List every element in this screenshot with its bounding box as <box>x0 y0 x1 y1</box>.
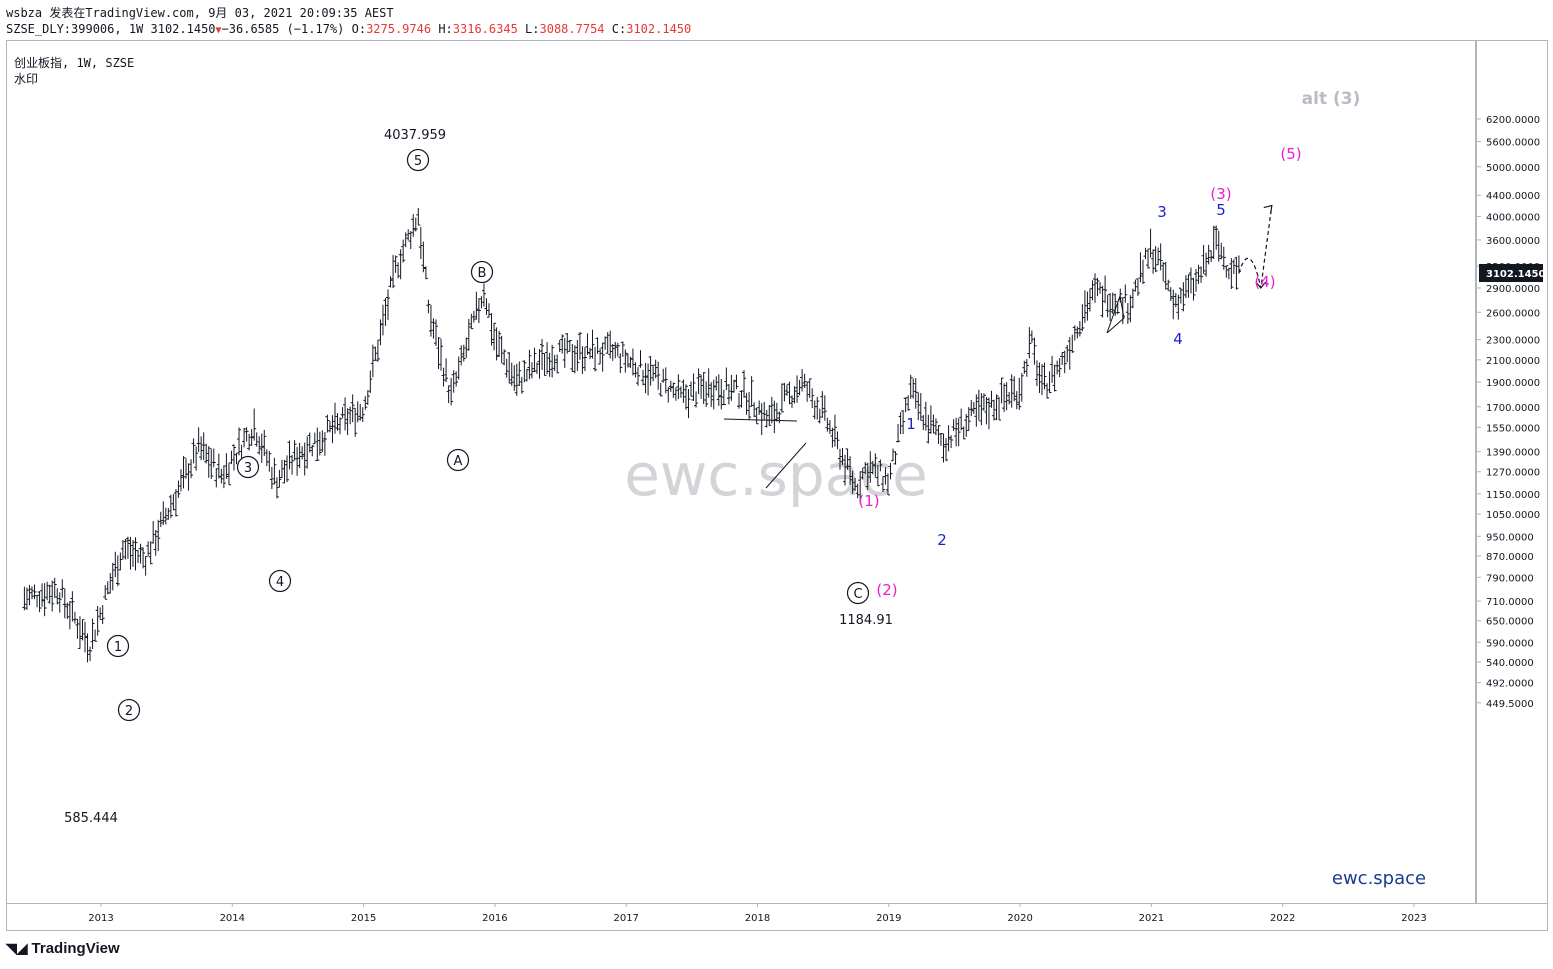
price-change: −36.6585 (−1.17%) <box>221 22 345 36</box>
price-axis[interactable] <box>1476 40 1548 904</box>
down-arrow-icon: ▼ <box>215 25 222 36</box>
author-name: wsbza <box>6 6 43 20</box>
open-label: O: <box>351 22 367 36</box>
legend-watermark-label: 水印 <box>14 72 39 86</box>
close-label: C: <box>611 22 627 36</box>
publish-info: wsbza 发表在TradingView.com, 9月 03, 2021 20… <box>6 4 394 21</box>
ohlc-line: SZSE_DLY:399006, 1W 3102.1450▼−36.6585 (… <box>6 22 691 36</box>
publish-datetime: 9月 03, 2021 20:09:35 AEST <box>208 6 394 20</box>
open-value: 3275.9746 <box>366 22 432 36</box>
tradingview-logo-text: TradingView <box>31 940 120 957</box>
symbol-info: SZSE_DLY:399006, 1W 3102.1450 <box>6 22 216 36</box>
time-axis[interactable] <box>6 903 1548 931</box>
low-label: L: <box>525 22 540 36</box>
high-value: 3316.6345 <box>452 22 518 36</box>
tradingview-logo[interactable]: ◥◢ TradingView <box>6 940 120 957</box>
chart-pane[interactable] <box>6 40 1476 904</box>
low-value: 3088.7754 <box>539 22 605 36</box>
published-text: 发表在TradingView.com, <box>49 6 201 20</box>
tradingview-logo-icon: ◥◢ <box>6 940 28 956</box>
chart-legend: 创业板指, 1W, SZSE 水印 <box>14 55 134 87</box>
high-label: H: <box>438 22 453 36</box>
legend-title: 创业板指, 1W, SZSE <box>14 56 135 70</box>
close-value: 3102.1450 <box>626 22 692 36</box>
